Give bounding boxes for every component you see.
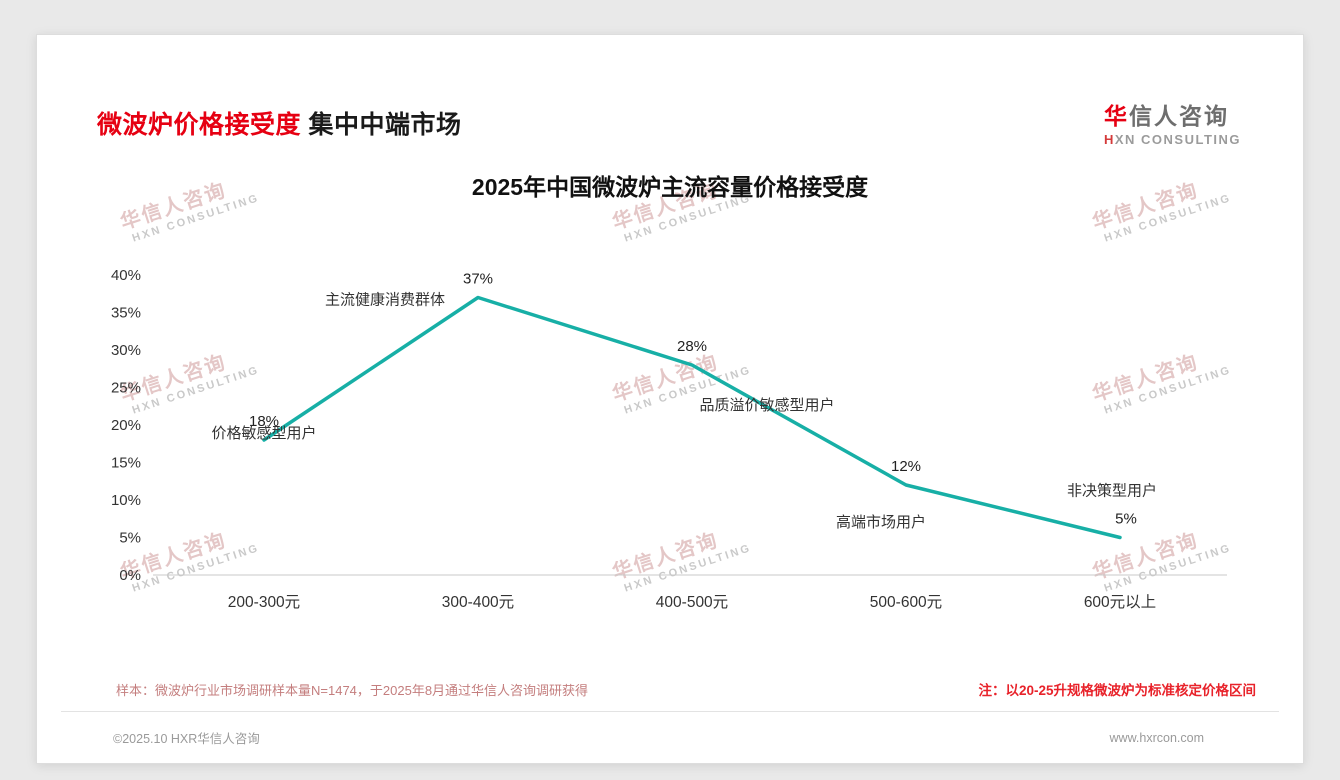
svg-text:200-300元: 200-300元 [228, 594, 300, 611]
svg-text:40%: 40% [111, 267, 141, 284]
price-note: 注：以20-25升规格微波炉为标准核定价格区间 [978, 683, 1256, 698]
slide-card: 华信人咨询 HXN CONSULTING 华信人咨询 HXN CONSULTING 华信… [36, 34, 1304, 764]
svg-text:10%: 10% [111, 492, 141, 509]
page-title-red: 微波炉价格接受度 [97, 111, 302, 139]
page-title: 微波炉价格接受度 集中中端市场 [97, 105, 461, 141]
logo-english-text: HXN CONSULTING [1103, 132, 1241, 147]
svg-text:400-500元: 400-500元 [656, 594, 728, 611]
logo-chinese-text: 华信人咨询 [1103, 103, 1229, 129]
svg-text:20%: 20% [111, 417, 141, 434]
company-logo: 华信人咨询 HXN CONSULTING [1104, 97, 1241, 147]
svg-text:非决策型用户: 非决策型用户 [1067, 483, 1157, 500]
svg-text:28%: 28% [677, 338, 707, 355]
svg-text:高端市场用户: 高端市场用户 [836, 514, 926, 531]
chart-area: 0% 5% 10% 15% 20% 25% 30% 35% 40% 200-300元 300-400… [77, 250, 1265, 635]
svg-text:35%: 35% [111, 305, 141, 322]
svg-text:30%: 30% [111, 342, 141, 359]
bottom-bar: ©2025.10 HXR华信人咨询 www.hxrcon.com [61, 711, 1279, 763]
svg-text:25%: 25% [111, 380, 141, 397]
svg-text:0%: 0% [119, 567, 141, 584]
svg-text:价格敏感型用户: 价格敏感型用户 [211, 425, 316, 442]
chart-title: 2025年中国微波炉主流容量价格接受度 [471, 174, 869, 200]
footnotes: 样本：微波炉行业市场调研样本量N=1474，于2025年8月通过华信人咨询调研获… [116, 679, 1256, 699]
svg-text:5%: 5% [119, 530, 141, 547]
price-acceptance-line-chart: 0% 5% 10% 15% 20% 25% 30% 35% 40% 200-300元 300-400… [111, 267, 1227, 611]
svg-text:37%: 37% [463, 271, 493, 288]
svg-text:15%: 15% [111, 455, 141, 472]
svg-text:18%: 18% [249, 413, 279, 430]
svg-text:12%: 12% [891, 458, 921, 475]
copyright-text: ©2025.10 HXR华信人咨询 [113, 732, 260, 746]
website-text: www.hxrcon.com [1109, 730, 1204, 745]
svg-text:5%: 5% [1115, 511, 1137, 528]
svg-text:主流健康消费群体: 主流健康消费群体 [325, 292, 445, 309]
svg-text:300-400元: 300-400元 [442, 594, 514, 611]
svg-text:500-600元: 500-600元 [870, 594, 942, 611]
svg-text:品质溢价敏感型用户: 品质溢价敏感型用户 [699, 397, 834, 414]
svg-text:600元以上: 600元以上 [1084, 593, 1156, 611]
page-title-black: 集中中端市场 [301, 111, 462, 139]
sample-note: 样本：微波炉行业市场调研样本量N=1474，于2025年8月通过华信人咨询调研获… [116, 682, 589, 698]
